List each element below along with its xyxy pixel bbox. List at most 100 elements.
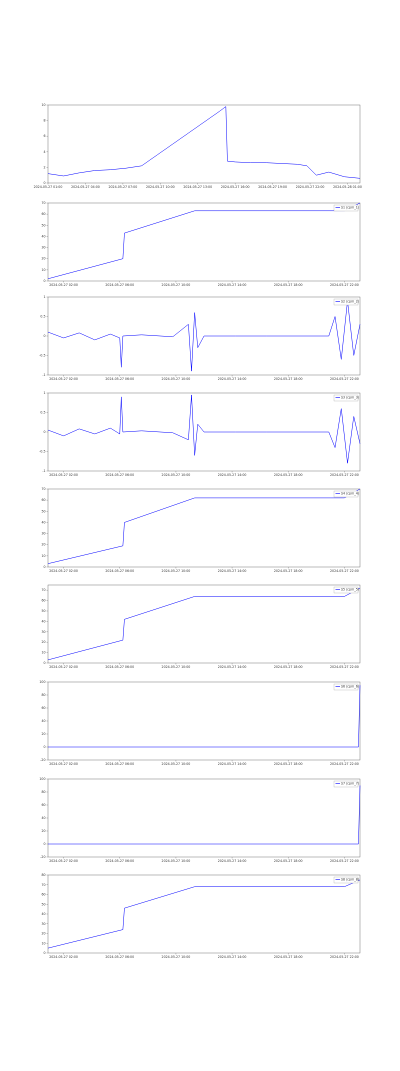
plot-frame: [47, 681, 361, 761]
y-tick-label: 80: [41, 873, 45, 877]
x-tick-label: 2024-05-27 10:00: [146, 185, 175, 189]
x-tick-label: 2024-05-27 14:00: [218, 569, 247, 573]
y-tick-label: 60: [41, 706, 45, 710]
legend-label: S7 (cpm_7): [341, 782, 359, 786]
y-tick-label: 30: [41, 630, 45, 634]
y-tick-label: 20: [41, 257, 45, 261]
y-tick-label: 0: [43, 334, 45, 338]
y-tick-label: 4: [43, 150, 45, 154]
y-tick-label: 60: [41, 893, 45, 897]
x-tick-label: 2024-05-27 02:00: [49, 955, 78, 959]
series-line: [47, 488, 361, 564]
x-tick-label: 2024-05-27 02:00: [49, 473, 78, 477]
y-tick-label: -0.5: [39, 450, 45, 454]
y-tick-label: 30: [41, 532, 45, 536]
x-tick-label: 2024-05-27 10:00: [162, 569, 191, 573]
legend-box: [333, 490, 359, 498]
x-tick-label: 2024-05-27 10:00: [162, 859, 191, 863]
y-tick-label: 0: [43, 951, 45, 955]
x-tick-label: 2024-05-27 02:00: [49, 283, 78, 287]
x-tick-label: 2024-05-27 10:00: [162, 762, 191, 766]
y-tick-label: 100: [39, 777, 45, 781]
y-tick-label: 10: [41, 103, 45, 107]
legend-label: S5 (cpm_5): [341, 588, 359, 592]
y-tick-label: 50: [41, 902, 45, 906]
y-tick-label: 50: [41, 509, 45, 513]
x-tick-label: 2024-05-27 14:00: [218, 859, 247, 863]
series-line: [47, 300, 361, 372]
x-tick-label: 2024-05-27 22:00: [296, 185, 325, 189]
legend-label: S3 (cpm_3): [341, 396, 359, 400]
legend-box: [333, 298, 359, 306]
y-tick-label: 100: [39, 680, 45, 684]
y-tick-label: -1: [42, 373, 45, 377]
plot-frame: [47, 584, 361, 664]
x-tick-label: 2024-05-27 07:00: [109, 185, 138, 189]
y-tick-label: -20: [40, 855, 45, 859]
x-tick-label: 2024-05-27 22:00: [330, 569, 359, 573]
x-tick-label: 2024-05-27 16:00: [221, 185, 250, 189]
x-tick-label: 2024-05-27 13:00: [183, 185, 212, 189]
y-tick-label: 70: [41, 487, 45, 491]
y-tick-label: 70: [41, 588, 45, 592]
y-tick-label: 0: [43, 661, 45, 665]
y-tick-label: 40: [41, 234, 45, 238]
y-tick-label: 60: [41, 498, 45, 502]
x-tick-label: 2024-05-27 14:00: [218, 665, 247, 669]
x-tick-label: 2024-05-27 18:00: [274, 377, 303, 381]
y-tick-label: 50: [41, 223, 45, 227]
plot-frame: [47, 488, 361, 568]
x-tick-label: 2024-05-27 06:00: [105, 859, 134, 863]
y-tick-label: 10: [41, 941, 45, 945]
x-tick-label: 2024-05-28 01:00: [333, 185, 362, 189]
series-line: [48, 785, 361, 845]
x-tick-label: 2024-05-27 18:00: [274, 859, 303, 863]
y-tick-label: 40: [41, 816, 45, 820]
y-tick-label: 40: [41, 912, 45, 916]
y-tick-label: 30: [41, 246, 45, 250]
y-tick-label: 50: [41, 609, 45, 613]
x-tick-label: 2024-05-27 14:00: [218, 762, 247, 766]
y-tick-label: 70: [41, 201, 45, 205]
y-tick-label: -20: [40, 758, 45, 762]
x-tick-label: 2024-05-27 14:00: [218, 955, 247, 959]
series-line: [47, 879, 361, 949]
y-tick-label: 70: [41, 883, 45, 887]
x-tick-label: 2024-05-27 14:00: [218, 377, 247, 381]
y-tick-label: 0.5: [40, 315, 45, 319]
x-tick-label: 2024-05-27 02:00: [49, 859, 78, 863]
plot-frame: [47, 202, 361, 282]
x-tick-label: 2024-05-27 14:00: [218, 283, 247, 287]
y-tick-label: 6: [43, 134, 45, 138]
legend-box: [333, 876, 359, 884]
y-tick-label: 60: [41, 803, 45, 807]
x-tick-label: 2024-05-27 14:00: [218, 473, 247, 477]
x-tick-label: 2024-05-27 02:00: [49, 377, 78, 381]
x-tick-label: 2024-05-27 18:00: [274, 762, 303, 766]
x-tick-label: 2024-05-27 04:00: [71, 185, 100, 189]
y-tick-label: 1: [43, 295, 45, 299]
x-tick-label: 2024-05-27 02:00: [49, 762, 78, 766]
x-tick-label: 2024-05-27 18:00: [274, 665, 303, 669]
x-tick-label: 2024-05-27 18:00: [274, 955, 303, 959]
y-tick-label: 80: [41, 790, 45, 794]
series-line: [47, 394, 361, 464]
plot-frame: [47, 104, 361, 184]
y-tick-label: 0.5: [40, 411, 45, 415]
y-tick-label: 10: [41, 554, 45, 558]
y-tick-label: 60: [41, 599, 45, 603]
x-tick-label: 2024-05-27 02:00: [49, 569, 78, 573]
y-tick-label: 20: [41, 732, 45, 736]
x-tick-label: 2024-05-27 10:00: [162, 955, 191, 959]
legend-label: S8 (cpm_8): [341, 878, 359, 882]
y-tick-label: 40: [41, 520, 45, 524]
y-tick-label: 0: [43, 279, 45, 283]
x-tick-label: 2024-05-27 06:00: [105, 283, 134, 287]
y-tick-label: -0.5: [39, 354, 45, 358]
legend-label: S1 (cpm_1): [341, 206, 359, 210]
x-tick-label: 2024-05-27 22:00: [330, 955, 359, 959]
y-tick-label: 0: [43, 745, 45, 749]
x-tick-label: 2024-05-27 01:00: [34, 185, 63, 189]
y-tick-label: 10: [41, 268, 45, 272]
y-tick-label: 2: [43, 165, 45, 169]
